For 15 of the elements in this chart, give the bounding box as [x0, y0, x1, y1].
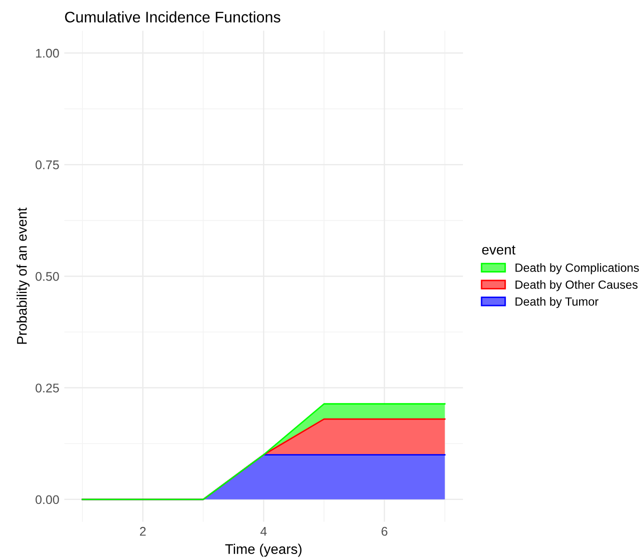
legend-label: Death by Other Causes — [516, 280, 638, 292]
y-tick-label: 0.50 — [36, 272, 59, 281]
legend-label: Death by Tumor — [516, 297, 598, 308]
y-tick-label: 0.75 — [36, 160, 59, 170]
y-tick-label: 0.00 — [36, 495, 59, 504]
y-axis-title: Probability of an event — [16, 208, 30, 344]
y-tick-label: 1.00 — [36, 48, 59, 58]
x-tick-label: 4 — [260, 527, 267, 536]
legend-label: Death by Complications — [516, 263, 639, 274]
legend-title: event — [482, 245, 516, 255]
x-axis-title: Time (years) — [225, 544, 302, 557]
y-tick-label: 0.25 — [36, 384, 59, 392]
x-tick-label: 2 — [140, 526, 146, 536]
x-tick-label: 6 — [382, 526, 388, 536]
chart-title: Cumulative Incidence Functions — [65, 11, 280, 23]
